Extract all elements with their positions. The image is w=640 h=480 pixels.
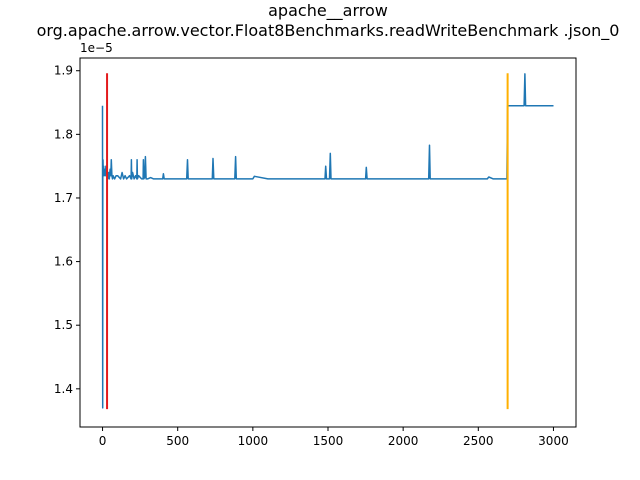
chart-title-line2: org.apache.arrow.vector.Float8Benchmarks…	[37, 21, 620, 41]
y-axis: 1.4 1.5 1.6 1.7 1.8 1.9	[54, 64, 80, 396]
x-tick-label: 1000	[238, 434, 269, 448]
plot-area	[101, 73, 554, 410]
chart-title-line1: apache__arrow	[268, 1, 388, 21]
y-tick-label: 1.8	[54, 127, 73, 141]
x-tick-label: 3000	[538, 434, 569, 448]
x-tick-label: 0	[99, 434, 107, 448]
x-tick-label: 2000	[388, 434, 419, 448]
y-tick-label: 1.4	[54, 382, 73, 396]
series-line-0	[101, 73, 554, 409]
x-tick-label: 2500	[463, 434, 494, 448]
x-axis: 0 500 1000 1500 2000 2500 3000	[99, 427, 569, 448]
y-tick-label: 1.5	[54, 318, 73, 332]
axes-frame	[79, 57, 577, 428]
y-tick-label: 1.9	[54, 64, 73, 78]
x-tick-label: 500	[166, 434, 189, 448]
y-tick-label: 1.6	[54, 255, 73, 269]
y-offset-label: 1e−5	[80, 41, 113, 55]
y-tick-label: 1.7	[54, 191, 73, 205]
x-tick-label: 1500	[313, 434, 344, 448]
